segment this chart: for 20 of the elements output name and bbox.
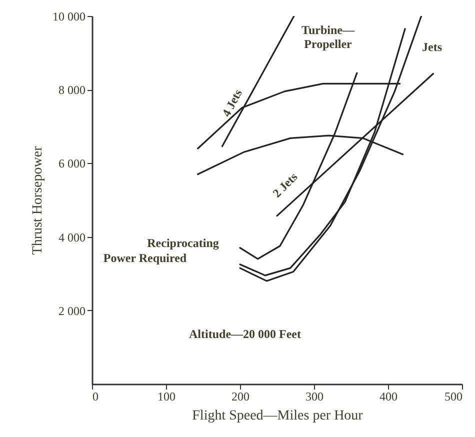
y-tick-label: 2 000	[58, 304, 86, 318]
x-tick-label: 500	[444, 390, 462, 404]
x-tick-label: 100	[158, 390, 176, 404]
x-tick-label: 200	[232, 390, 250, 404]
x-tick-label: 300	[306, 390, 324, 404]
y-tick-label: 10 000	[52, 10, 86, 24]
y-tick-label: 6 000	[58, 156, 86, 171]
annotation: Turbine—Propeller	[302, 23, 356, 51]
y-tick-label: 4 000	[58, 230, 86, 244]
x-tick-label: 400	[380, 390, 398, 404]
y-tick-label: 8 000	[58, 83, 86, 98]
annotation: 4 Jets	[219, 86, 246, 120]
annotation: 2 Jets	[270, 170, 300, 200]
annotation: Power Required	[103, 251, 187, 265]
x-axis-title: Flight Speed—Miles per Hour	[192, 408, 364, 424]
x-tick-label: 0	[92, 390, 98, 404]
annotation: Jets	[422, 40, 442, 54]
y-axis-title: Thrust Horsepower	[30, 146, 46, 255]
annotation: Altitude—20 000 Feet	[189, 327, 301, 341]
annotation: Reciprocating	[147, 236, 219, 250]
